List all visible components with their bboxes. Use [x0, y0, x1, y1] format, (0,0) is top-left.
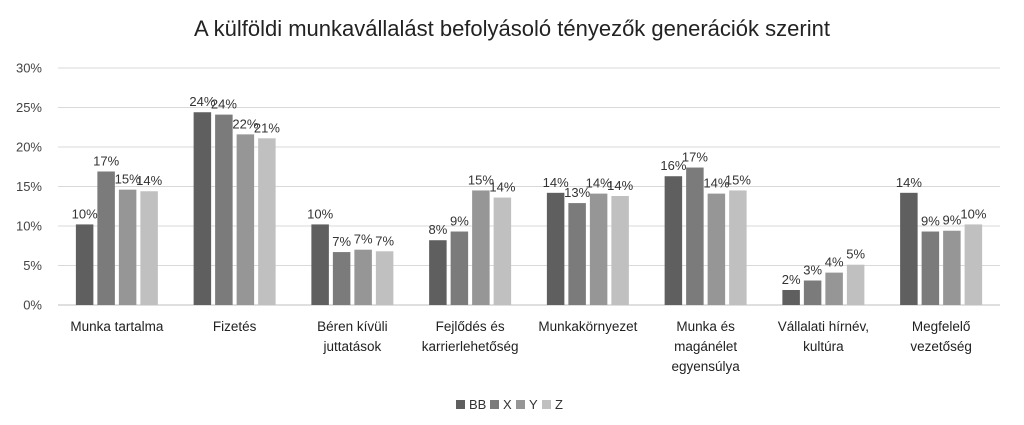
chart-title: A külföldi munkavállalást befolyásoló té…	[194, 16, 830, 41]
data-label: 14%	[136, 173, 162, 188]
bar	[75, 224, 94, 305]
bar	[921, 231, 940, 305]
data-label: 21%	[254, 120, 280, 135]
bar	[729, 190, 747, 305]
data-label: 15%	[725, 172, 751, 187]
data-label: 10%	[72, 206, 98, 221]
data-label: 14%	[586, 176, 612, 191]
legend-label: X	[503, 397, 512, 412]
bar	[450, 231, 469, 305]
category-label: magánélet	[674, 339, 737, 354]
legend-label: Z	[555, 397, 563, 412]
bar	[311, 224, 329, 305]
bar	[568, 203, 586, 305]
data-label: 7%	[375, 233, 394, 248]
category-label: Fizetés	[213, 319, 257, 334]
bar	[546, 192, 565, 305]
y-tick-label: 10%	[16, 219, 42, 234]
bar	[193, 112, 212, 306]
data-label: 2%	[782, 272, 801, 287]
legend-swatch	[490, 400, 499, 409]
bar	[236, 134, 255, 305]
category-label: Munkakörnyezet	[538, 319, 637, 334]
bar	[118, 189, 137, 305]
category-label: Fejlődés és	[436, 319, 505, 334]
bar	[900, 192, 918, 305]
legend-swatch	[456, 400, 465, 409]
y-tick-label: 5%	[23, 258, 42, 273]
bar	[964, 224, 983, 305]
y-tick-label: 0%	[23, 298, 42, 313]
category-label: Munka tartalma	[70, 319, 164, 334]
category-label: Béren kívüli	[317, 319, 388, 334]
bar	[611, 195, 629, 305]
bar	[354, 249, 372, 305]
data-label: 10%	[307, 206, 333, 221]
bar	[589, 193, 608, 305]
bar	[782, 289, 800, 305]
data-label: 16%	[660, 158, 686, 173]
y-tick-label: 30%	[16, 61, 42, 76]
data-label: 14%	[703, 176, 729, 191]
bar	[686, 167, 704, 305]
data-label: 14%	[607, 178, 633, 193]
legend-label: BB	[469, 397, 486, 412]
bar	[943, 230, 961, 305]
bar	[846, 264, 865, 305]
data-label: 24%	[189, 94, 215, 109]
data-label: 3%	[803, 263, 822, 278]
category-label: Vállalati hírnév,	[778, 319, 869, 334]
data-label: 9%	[450, 214, 469, 229]
legend-label: Y	[529, 397, 538, 412]
category-label: karrierlehetőség	[422, 339, 519, 354]
bar	[215, 114, 233, 305]
bar	[332, 252, 351, 305]
category-label: kultúra	[803, 339, 844, 354]
y-tick-label: 15%	[16, 179, 42, 194]
data-label: 10%	[960, 206, 986, 221]
category-label: egyensúlya	[671, 359, 740, 374]
category-label: Megfelelő	[912, 319, 971, 334]
data-label: 14%	[489, 180, 515, 195]
bar	[375, 251, 394, 305]
bar	[97, 171, 115, 305]
bar	[493, 197, 512, 305]
data-label: 7%	[332, 234, 351, 249]
y-tick-label: 25%	[16, 100, 42, 115]
bar	[707, 193, 726, 305]
data-label: 15%	[468, 172, 494, 187]
data-label: 7%	[354, 232, 373, 247]
data-label: 15%	[115, 172, 141, 187]
bar	[664, 176, 683, 305]
data-label: 17%	[682, 150, 708, 165]
data-label: 13%	[564, 185, 590, 200]
y-tick-label: 20%	[16, 140, 42, 155]
data-label: 9%	[942, 213, 961, 228]
data-label: 17%	[93, 153, 119, 168]
data-label: 24%	[211, 97, 237, 112]
data-label: 4%	[825, 255, 844, 270]
category-label: juttatások	[322, 339, 381, 354]
data-label: 9%	[921, 214, 940, 229]
bar	[803, 280, 822, 305]
data-label: 14%	[896, 175, 922, 190]
bar	[825, 272, 843, 305]
category-label: vezetőség	[910, 339, 972, 354]
bar	[258, 138, 276, 305]
bar	[472, 190, 490, 305]
data-label: 8%	[428, 222, 447, 237]
bar	[429, 240, 447, 305]
data-label: 14%	[543, 175, 569, 190]
bar	[140, 191, 158, 305]
legend-swatch	[542, 400, 551, 409]
data-label: 5%	[846, 247, 865, 262]
data-label: 22%	[232, 116, 258, 131]
category-label: Munka és	[676, 319, 735, 334]
legend-swatch	[516, 400, 525, 409]
